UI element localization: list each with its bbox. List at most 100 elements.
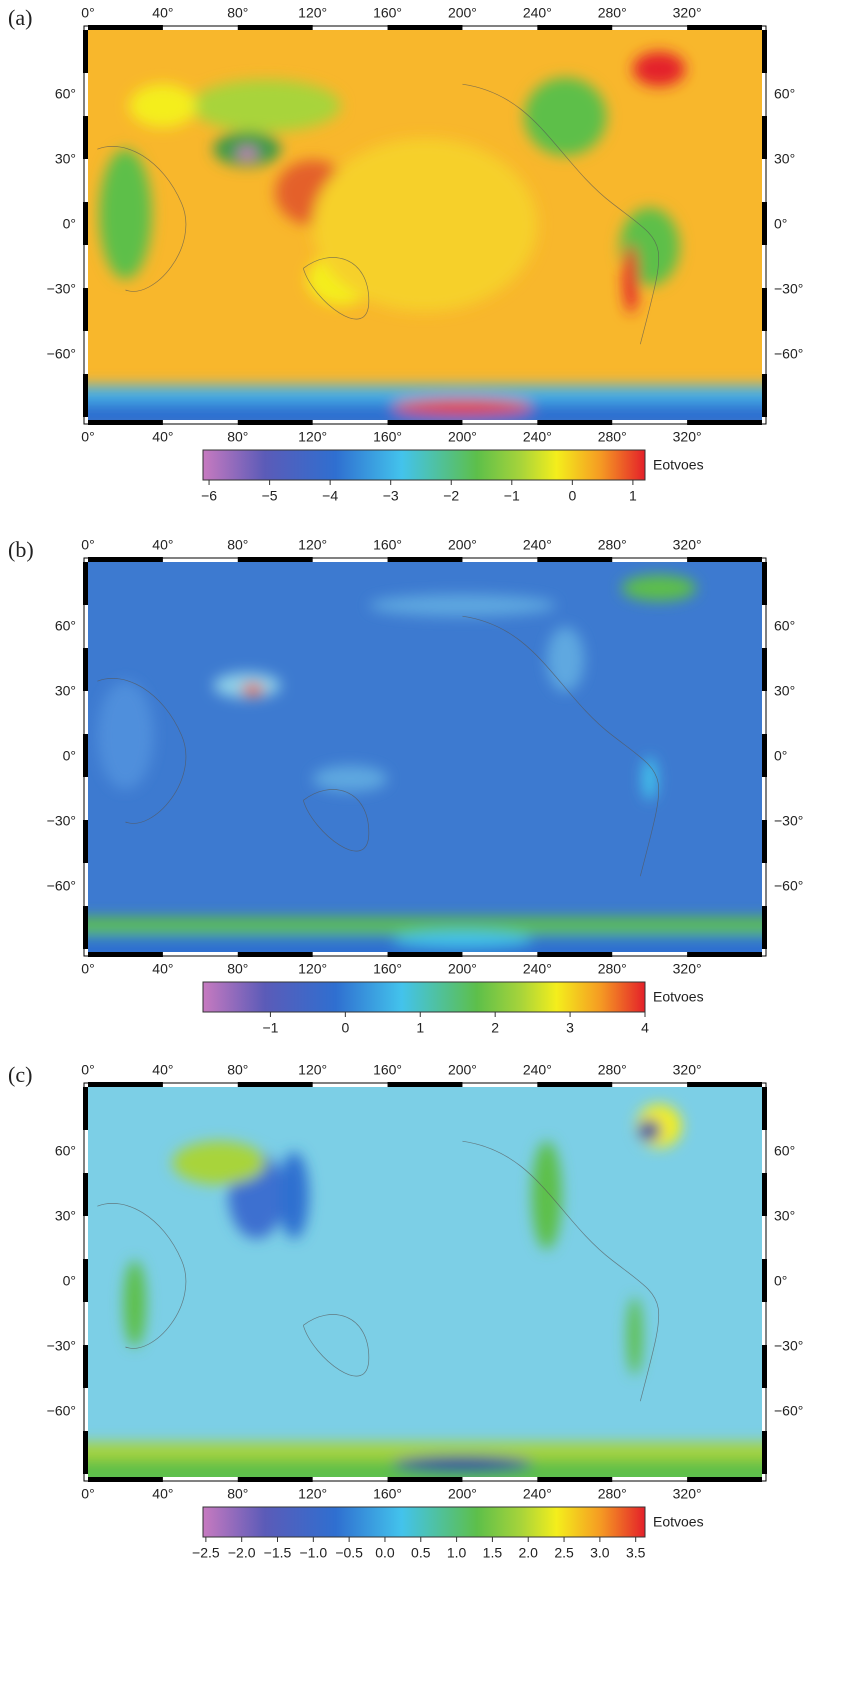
lon-tick-label: 160°: [373, 537, 402, 553]
map-background: [88, 562, 762, 952]
colorbar: [203, 982, 645, 1012]
colorbar-tick-label: −6: [201, 488, 217, 504]
map-panel: (a)0°0°40°40°80°80°120°120°160°160°200°2…: [8, 5, 803, 504]
lat-tick-label: −60°: [47, 878, 76, 894]
lon-tick-label: 80°: [227, 537, 248, 553]
antarctic-feature: [392, 399, 532, 415]
map-feature: [642, 757, 657, 800]
lon-tick-label: 120°: [298, 1062, 327, 1078]
lon-tick-label: 40°: [152, 961, 173, 977]
map-feature: [236, 147, 258, 160]
lon-tick-label: 200°: [448, 5, 477, 21]
colorbar-tick-label: 3: [566, 1020, 574, 1036]
lat-tick-label: 30°: [774, 1208, 795, 1224]
map-feature: [638, 1120, 660, 1142]
lon-tick-label: 120°: [298, 429, 327, 445]
map-feature: [313, 766, 388, 792]
map-feature: [623, 244, 638, 313]
map-feature: [622, 575, 697, 601]
lat-tick-label: 30°: [774, 683, 795, 699]
lon-tick-label: 120°: [298, 5, 327, 21]
lon-tick-label: 40°: [152, 537, 173, 553]
colorbar-tick-label: 0.0: [375, 1545, 395, 1561]
colorbar-unit: Eotvoes: [653, 457, 704, 473]
lon-tick-label: 320°: [673, 537, 702, 553]
figure: (a)0°0°40°40°80°80°120°120°160°160°200°2…: [0, 0, 866, 1691]
map-panel: (b)0°0°40°40°80°80°120°120°160°160°200°2…: [8, 537, 803, 1036]
lat-tick-label: −30°: [47, 813, 76, 829]
colorbar-tick-label: 3.5: [626, 1545, 646, 1561]
colorbar-tick-label: −0.5: [335, 1545, 363, 1561]
map-image: [68, 1087, 782, 1490]
lat-tick-label: −30°: [47, 281, 76, 297]
lon-tick-label: 0°: [81, 1486, 94, 1502]
panel-label: (c): [8, 1062, 32, 1087]
lon-tick-label: 280°: [598, 1062, 627, 1078]
lat-tick-label: −30°: [774, 281, 803, 297]
lon-tick-label: 200°: [448, 1486, 477, 1502]
lat-tick-label: 0°: [63, 748, 76, 764]
map-feature: [547, 627, 584, 692]
map-image: [68, 30, 782, 433]
colorbar-tick-label: −1.5: [264, 1545, 292, 1561]
colorbar-tick-label: 2.0: [518, 1545, 538, 1561]
map-feature: [532, 1141, 562, 1249]
colorbar-tick-label: 1.5: [483, 1545, 503, 1561]
lat-tick-label: 0°: [774, 748, 787, 764]
map-feature: [191, 80, 341, 132]
lon-tick-label: 200°: [448, 1062, 477, 1078]
lon-tick-label: 0°: [81, 5, 94, 21]
lon-tick-label: 200°: [448, 429, 477, 445]
lat-tick-label: 60°: [55, 1143, 76, 1159]
lon-tick-label: 80°: [227, 429, 248, 445]
panel-label: (b): [8, 537, 34, 562]
colorbar-tick-label: 2.5: [554, 1545, 574, 1561]
lon-tick-label: 80°: [227, 5, 248, 21]
map-feature: [172, 1141, 266, 1184]
colorbar-tick-label: 4: [641, 1020, 649, 1036]
panel-label: (a): [8, 5, 32, 30]
lat-tick-label: −60°: [774, 1403, 803, 1419]
lon-tick-label: 240°: [523, 429, 552, 445]
map-image: [68, 562, 782, 965]
lat-tick-label: −60°: [47, 346, 76, 362]
lon-tick-label: 280°: [598, 961, 627, 977]
colorbar-tick-label: −4: [322, 488, 338, 504]
lat-tick-label: 30°: [774, 151, 795, 167]
lat-tick-label: −60°: [47, 1403, 76, 1419]
colorbar-tick-label: −1: [262, 1020, 278, 1036]
antarctic-feature: [392, 931, 532, 947]
lon-tick-label: 320°: [673, 1486, 702, 1502]
lat-tick-label: 60°: [774, 1143, 795, 1159]
lon-tick-label: 320°: [673, 1062, 702, 1078]
lon-tick-label: 160°: [373, 429, 402, 445]
colorbar-tick-label: −2: [443, 488, 459, 504]
lon-tick-label: 40°: [152, 429, 173, 445]
colorbar-tick-label: −5: [262, 488, 278, 504]
map-feature: [242, 683, 264, 696]
colorbar-tick-label: 0.5: [411, 1545, 431, 1561]
map-feature: [279, 1152, 309, 1239]
colorbar-tick-label: 1.0: [447, 1545, 467, 1561]
lon-tick-label: 200°: [448, 537, 477, 553]
lon-tick-label: 80°: [227, 961, 248, 977]
lat-tick-label: 30°: [55, 1208, 76, 1224]
lon-tick-label: 0°: [81, 1062, 94, 1078]
lon-tick-label: 40°: [152, 1062, 173, 1078]
lon-tick-label: 320°: [673, 429, 702, 445]
lon-tick-label: 240°: [523, 5, 552, 21]
colorbar-unit: Eotvoes: [653, 989, 704, 1005]
lat-tick-label: 0°: [774, 216, 787, 232]
lon-tick-label: 160°: [373, 961, 402, 977]
lon-tick-label: 320°: [673, 961, 702, 977]
lon-tick-label: 280°: [598, 1486, 627, 1502]
colorbar-tick-label: 1: [629, 488, 637, 504]
lon-tick-label: 240°: [523, 961, 552, 977]
lon-tick-label: 0°: [81, 961, 94, 977]
lat-tick-label: −30°: [774, 813, 803, 829]
lon-tick-label: 240°: [523, 537, 552, 553]
lat-tick-label: 0°: [63, 216, 76, 232]
lon-tick-label: 240°: [523, 1062, 552, 1078]
antarctic-feature: [392, 1456, 532, 1472]
lat-tick-label: −30°: [774, 1338, 803, 1354]
